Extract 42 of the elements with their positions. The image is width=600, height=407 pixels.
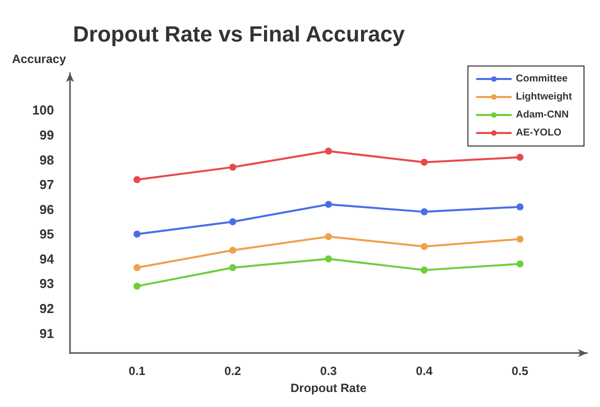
legend-label: AE-YOLO xyxy=(516,128,562,138)
x-tick-label: 0.3 xyxy=(320,364,338,378)
y-tick-label: 100 xyxy=(32,102,54,118)
y-tick-label: 94 xyxy=(40,251,55,266)
point xyxy=(325,255,332,262)
point xyxy=(516,260,524,268)
y-tick-label: 93 xyxy=(40,276,54,292)
point xyxy=(134,176,141,184)
point xyxy=(134,264,141,272)
point xyxy=(229,218,236,226)
point xyxy=(134,230,141,238)
y-tick-label: 97 xyxy=(40,177,54,192)
point xyxy=(325,233,332,240)
point xyxy=(325,200,332,208)
x-tick-label: 0.5 xyxy=(512,364,529,378)
y-tick-label: 96 xyxy=(40,202,54,217)
legend-label: Lightweight xyxy=(516,92,573,102)
legend-label: Committee xyxy=(516,74,568,84)
y-tick-label: 98 xyxy=(40,152,54,168)
point xyxy=(420,208,428,216)
y-tick-label: 95 xyxy=(40,226,54,242)
point xyxy=(420,158,428,166)
point xyxy=(516,203,524,210)
point xyxy=(325,148,332,155)
point xyxy=(516,236,524,243)
legend-label: Adam-CNN xyxy=(516,110,569,120)
point xyxy=(229,246,236,254)
point xyxy=(229,164,236,171)
x-axis-title: Dropout Rate xyxy=(290,381,367,395)
y-tick-label: 92 xyxy=(40,300,54,316)
point xyxy=(134,282,141,290)
point xyxy=(420,243,428,250)
point xyxy=(516,154,524,161)
point xyxy=(420,266,428,274)
x-tick-label: 0.1 xyxy=(128,364,146,378)
y-tick-label: 91 xyxy=(40,326,54,341)
point xyxy=(229,264,236,272)
y-tick-label: 99 xyxy=(40,127,54,142)
x-tick-label: 0.4 xyxy=(416,364,433,378)
y-axis-title: Accuracy xyxy=(12,52,66,66)
x-tick-label: 0.2 xyxy=(224,364,242,378)
chart-title: Dropout Rate vs Final Accuracy xyxy=(73,22,406,46)
